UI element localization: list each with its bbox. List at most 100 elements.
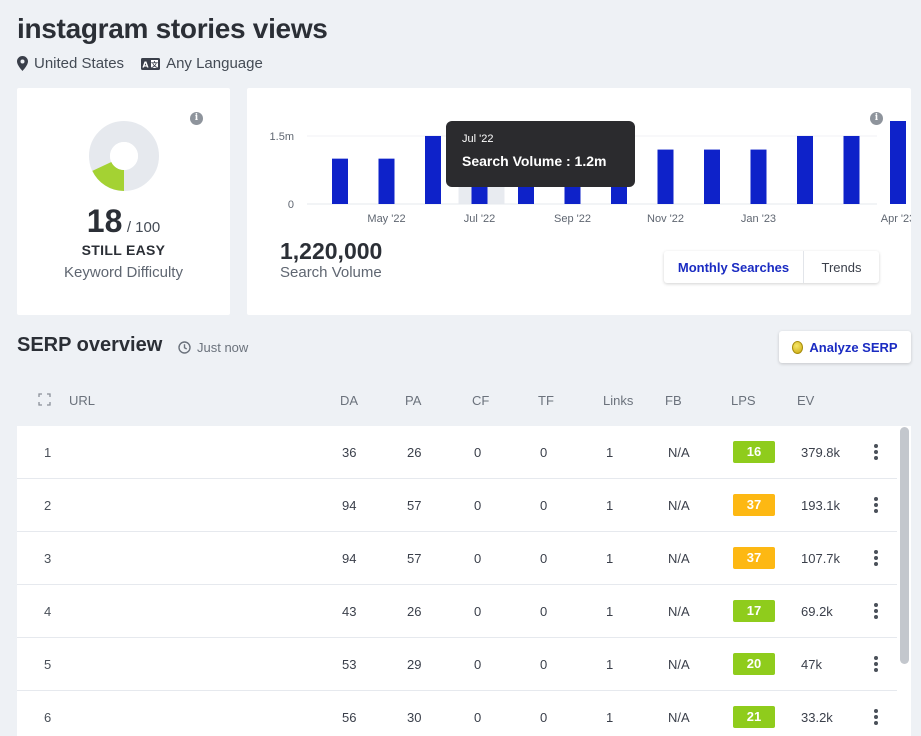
chart-tooltip: Jul '22 Search Volume : 1.2m bbox=[446, 121, 635, 187]
volume-bar[interactable] bbox=[890, 121, 906, 204]
tf-value: 0 bbox=[540, 551, 548, 566]
table-row[interactable]: 4jumpermedia.co/instagram-story-vie...43… bbox=[17, 585, 897, 638]
cf-value: 0 bbox=[474, 657, 482, 672]
lps-badge: 37 bbox=[733, 494, 775, 516]
coin-icon bbox=[792, 340, 804, 354]
col-tf[interactable]: TF bbox=[538, 393, 554, 408]
volume-view-toggle: Monthly Searches Trends bbox=[664, 251, 879, 283]
serp-overview-title: SERP overview bbox=[17, 334, 163, 356]
ev-value: 33.2k bbox=[801, 710, 833, 725]
more-options-icon[interactable] bbox=[874, 444, 878, 462]
info-icon[interactable]: i bbox=[190, 112, 203, 125]
da-value: 43 bbox=[342, 604, 357, 619]
col-cf[interactable]: CF bbox=[472, 393, 490, 408]
table-row[interactable]: 1pathsocial.com/free-instagram-tool...36… bbox=[17, 426, 897, 479]
rank: 3 bbox=[44, 551, 52, 566]
pa-value: 30 bbox=[407, 710, 422, 725]
serp-time-label: Just now bbox=[197, 340, 249, 355]
da-value: 53 bbox=[342, 657, 357, 672]
more-options-icon[interactable] bbox=[874, 550, 878, 568]
serp-timestamp: Just now bbox=[178, 340, 248, 355]
links-value: 1 bbox=[606, 551, 614, 566]
volume-bar[interactable] bbox=[750, 149, 767, 204]
tf-value: 0 bbox=[540, 710, 548, 725]
links-value: 1 bbox=[606, 498, 614, 513]
tooltip-title: Jul '22 bbox=[462, 133, 494, 145]
lps-badge: 37 bbox=[733, 547, 775, 569]
search-volume-label: Search Volume bbox=[280, 264, 382, 281]
difficulty-label: Keyword Difficulty bbox=[64, 264, 183, 281]
lps-badge: 16 bbox=[733, 441, 775, 463]
more-options-icon[interactable] bbox=[874, 603, 878, 621]
volume-bar[interactable] bbox=[425, 135, 441, 204]
volume-bar[interactable] bbox=[843, 135, 860, 204]
rank: 5 bbox=[44, 657, 52, 672]
y-tick-label: 0 bbox=[288, 199, 294, 211]
links-value: 1 bbox=[606, 657, 614, 672]
more-options-icon[interactable] bbox=[874, 497, 878, 515]
more-options-icon[interactable] bbox=[874, 656, 878, 674]
pa-value: 57 bbox=[407, 551, 422, 566]
difficulty-donut bbox=[89, 121, 159, 191]
difficulty-arc bbox=[92, 161, 125, 191]
fb-value: N/A bbox=[668, 445, 690, 460]
serp-table: URL DA PA CF TF Links FB LPS EV 1pathsoc… bbox=[17, 374, 911, 736]
col-da[interactable]: DA bbox=[340, 393, 359, 408]
language-label: Any Language bbox=[166, 55, 263, 72]
volume-bar[interactable] bbox=[797, 135, 813, 204]
da-value: 94 bbox=[342, 551, 357, 566]
da-value: 56 bbox=[342, 710, 357, 725]
cf-value: 0 bbox=[474, 498, 482, 513]
rank: 4 bbox=[44, 604, 52, 619]
difficulty-level: STILL EASY bbox=[81, 242, 166, 258]
table-scrollbar[interactable] bbox=[900, 427, 909, 664]
info-icon[interactable]: i bbox=[870, 112, 883, 125]
expand-icon[interactable] bbox=[38, 393, 51, 409]
fb-value: N/A bbox=[668, 551, 690, 566]
ev-value: 193.1k bbox=[801, 498, 841, 513]
ev-value: 379.8k bbox=[801, 445, 841, 460]
keyword-title: instagram stories views bbox=[17, 13, 328, 44]
table-row[interactable]: 2help.instagram.com/202055156863...94570… bbox=[17, 479, 897, 532]
ev-value: 69.2k bbox=[801, 604, 833, 619]
table-row[interactable]: 6rivaliq.com/blog/instagram-story-vie...… bbox=[17, 691, 897, 736]
monthly-searches-tab[interactable]: Monthly Searches bbox=[664, 251, 804, 283]
rank: 2 bbox=[44, 498, 52, 513]
links-value: 1 bbox=[606, 604, 614, 619]
x-tick-label: Jan '23 bbox=[741, 213, 776, 225]
location-selector[interactable]: United States bbox=[17, 55, 124, 72]
x-tick-label: Apr '23 bbox=[881, 213, 911, 225]
tf-value: 0 bbox=[540, 445, 548, 460]
col-ev[interactable]: EV bbox=[797, 393, 815, 408]
y-tick-label: 1.5m bbox=[270, 131, 294, 143]
col-pa[interactable]: PA bbox=[405, 393, 422, 408]
analyze-serp-button[interactable]: Analyze SERP bbox=[779, 331, 911, 363]
difficulty-score: 18 / 100 bbox=[17, 203, 230, 240]
volume-bar[interactable] bbox=[704, 149, 720, 204]
volume-bar[interactable] bbox=[657, 149, 674, 204]
table-row[interactable]: 5statusbrew.com/insights/view-insta...53… bbox=[17, 638, 897, 691]
tf-value: 0 bbox=[540, 498, 548, 513]
tooltip-value: Search Volume : 1.2m bbox=[462, 153, 607, 169]
location-pin-icon bbox=[17, 56, 28, 71]
location-label: United States bbox=[34, 55, 125, 72]
x-tick-label: Sep '22 bbox=[554, 213, 591, 225]
col-fb[interactable]: FB bbox=[665, 393, 682, 408]
trends-tab[interactable]: Trends bbox=[821, 259, 862, 275]
search-volume-value: 1,220,000 bbox=[280, 238, 383, 264]
more-options-icon[interactable] bbox=[874, 709, 878, 727]
col-links[interactable]: Links bbox=[603, 393, 634, 408]
keyword-difficulty-card: i 18 / 100 STILL EASY Keyword Difficulty bbox=[17, 88, 230, 315]
pa-value: 26 bbox=[407, 445, 422, 460]
volume-bar[interactable] bbox=[332, 158, 348, 204]
fb-value: N/A bbox=[668, 498, 690, 513]
search-volume-card: i 0 1.5m May '22 Jul '22 Sep '22 Nov '22 Jan '… bbox=[247, 88, 911, 315]
table-row[interactable]: 3help.instagram.com/202055156863...94570… bbox=[17, 532, 897, 585]
col-lps[interactable]: LPS bbox=[731, 393, 756, 408]
volume-bar[interactable] bbox=[378, 158, 395, 204]
difficulty-value: 18 bbox=[86, 203, 123, 239]
col-url[interactable]: URL bbox=[69, 393, 96, 408]
